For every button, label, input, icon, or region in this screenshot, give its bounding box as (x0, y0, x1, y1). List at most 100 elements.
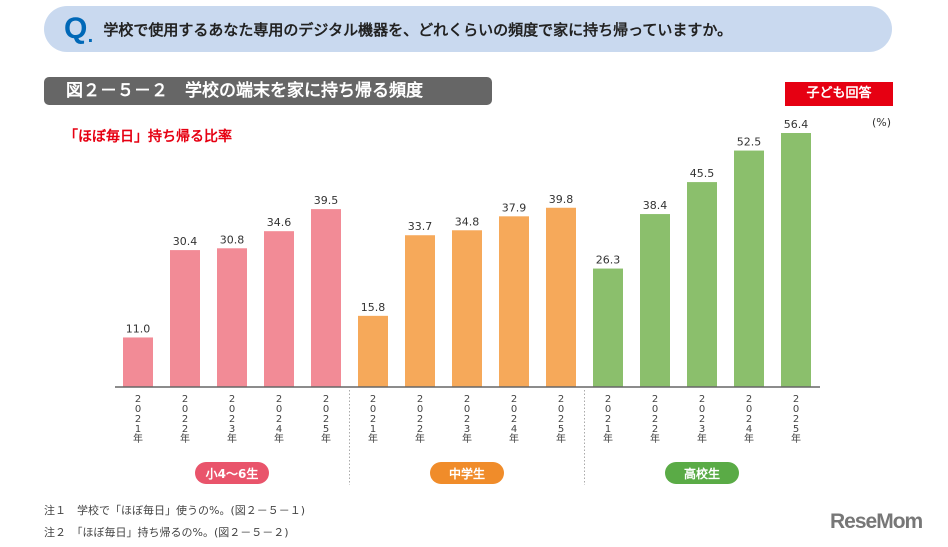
tick-label: 年 (180, 432, 190, 445)
tick-label: 年 (274, 432, 284, 445)
tick-label: 2 (699, 414, 705, 425)
data-label: 39.5 (314, 194, 339, 207)
tick-label: 3 (229, 424, 235, 435)
tick-label: 2 (558, 394, 564, 405)
bar (546, 207, 576, 387)
data-label: 11.0 (126, 322, 151, 335)
tick-label: 年 (227, 432, 237, 445)
tick-label: 2 (793, 394, 799, 405)
tick-label: 5 (793, 424, 799, 435)
data-label: 39.8 (549, 193, 574, 206)
tick-label: 4 (746, 424, 752, 435)
bar (170, 250, 200, 387)
data-label: 52.5 (737, 136, 762, 149)
tick-label: 0 (464, 404, 470, 415)
tick-label: 2 (464, 394, 470, 405)
tick-label: 2 (605, 394, 611, 405)
group-badge (665, 462, 739, 484)
data-label: 45.5 (690, 167, 715, 180)
tick-label: 2 (276, 414, 282, 425)
bar (311, 209, 341, 387)
group-badge (430, 462, 504, 484)
tick-label: 0 (605, 404, 611, 415)
tick-label: 1 (135, 424, 141, 435)
tick-label: 年 (415, 432, 425, 445)
tick-label: 2 (370, 414, 376, 425)
tick-label: 年 (650, 432, 660, 445)
bar (358, 315, 388, 387)
tick-label: 2 (417, 414, 423, 425)
group-label: 高校生 (684, 466, 720, 481)
data-label: 33.7 (408, 220, 433, 233)
question-text: 学校で使用するあなた専用のデジタル機器を、どれくらいの頻度で家に持ち帰っています… (103, 20, 733, 39)
tick-label: 2 (699, 394, 705, 405)
tick-label: 0 (746, 404, 752, 415)
tick-label: 2 (652, 414, 658, 425)
figure-title: 図２－５－２ 学校の端末を家に持ち帰る頻度 (44, 77, 492, 105)
bar (593, 268, 623, 387)
tick-label: 0 (182, 404, 188, 415)
bar (499, 216, 529, 387)
tick-label: 2 (182, 394, 188, 405)
bar (640, 214, 670, 387)
unit-label: (%) (872, 116, 892, 129)
group-label: 中学生 (449, 466, 485, 481)
tick-label: 0 (370, 404, 376, 415)
bar (687, 182, 717, 387)
tick-label: 2 (511, 394, 517, 405)
bar (123, 337, 153, 387)
tick-label: 0 (135, 404, 141, 415)
tick-label: 2 (746, 394, 752, 405)
tick-label: 0 (229, 404, 235, 415)
data-label: 38.4 (643, 199, 668, 212)
tick-label: 2 (182, 414, 188, 425)
tick-label: 2 (135, 414, 141, 425)
tick-label: 2 (652, 424, 658, 435)
tick-label: 2 (558, 414, 564, 425)
question-banner: Q. 学校で使用するあなた専用のデジタル機器を、どれくらいの頻度で家に持ち帰って… (44, 6, 892, 52)
group-badge (195, 462, 269, 484)
bar (781, 133, 811, 387)
tick-label: 3 (699, 424, 705, 435)
tick-label: 5 (558, 424, 564, 435)
tick-label: 0 (699, 404, 705, 415)
tick-label: 年 (133, 432, 143, 445)
tick-label: 年 (603, 432, 613, 445)
tick-label: 2 (464, 414, 470, 425)
data-label: 37.9 (502, 201, 527, 214)
tick-label: 5 (323, 424, 329, 435)
tick-label: 1 (370, 424, 376, 435)
tick-label: 年 (368, 432, 378, 445)
data-label: 30.8 (220, 233, 245, 246)
note-2: 注２ 「ほぼ毎日」持ち帰るの%。(図２－５－２) (44, 526, 289, 539)
tick-label: 年 (556, 432, 566, 445)
tick-label: 年 (321, 432, 331, 445)
tick-label: 2 (135, 394, 141, 405)
tick-label: 1 (605, 424, 611, 435)
tick-label: 2 (511, 414, 517, 425)
tick-label: 2 (417, 424, 423, 435)
tick-label: 2 (323, 394, 329, 405)
tick-label: 2 (276, 394, 282, 405)
tick-label: 2 (605, 414, 611, 425)
tick-label: 4 (511, 424, 517, 435)
tick-label: 年 (462, 432, 472, 445)
tick-label: 0 (511, 404, 517, 415)
question-dot: . (87, 26, 94, 46)
chart-title: 「ほぼ毎日」持ち帰る比率 (64, 129, 232, 145)
bar (217, 248, 247, 387)
data-label: 56.4 (784, 118, 809, 131)
tick-label: 2 (746, 414, 752, 425)
bar (452, 230, 482, 387)
tick-label: 2 (229, 414, 235, 425)
data-label: 34.8 (455, 215, 480, 228)
data-label: 26.3 (596, 254, 621, 267)
tick-label: 2 (793, 414, 799, 425)
data-label: 15.8 (361, 301, 386, 314)
tick-label: 0 (276, 404, 282, 415)
tick-label: 3 (464, 424, 470, 435)
tick-label: 0 (323, 404, 329, 415)
respondent-badge: 子ども回答 (785, 82, 893, 106)
tick-label: 年 (509, 432, 519, 445)
